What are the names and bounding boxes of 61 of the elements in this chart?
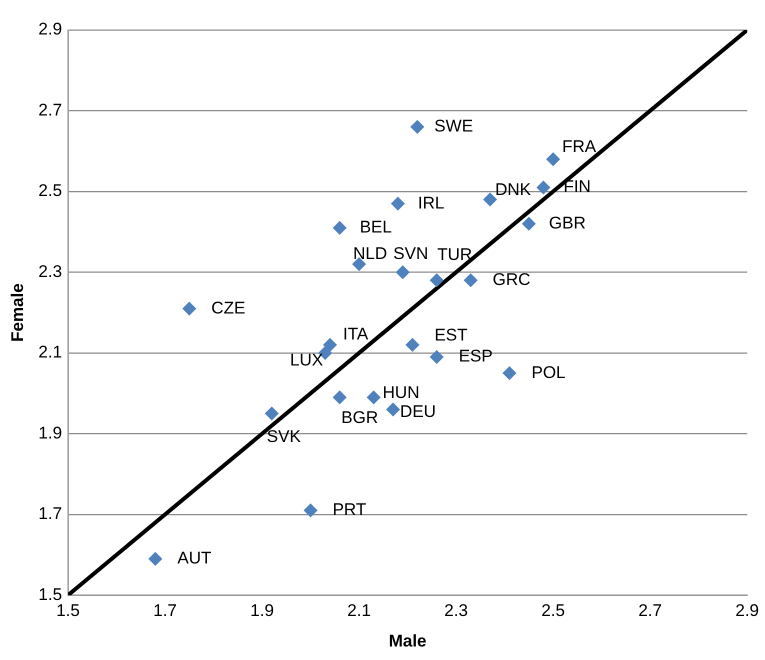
annotation: AUT <box>177 548 212 568</box>
annotation: BEL <box>360 218 392 237</box>
y-tick-label: 2.7 <box>38 100 62 120</box>
annotation: LUX <box>290 350 324 370</box>
point <box>430 350 444 364</box>
annotation: EST <box>434 326 468 345</box>
x-tick-label: 2.3 <box>444 601 468 620</box>
x-axis-title: Male <box>388 631 427 650</box>
y-tick-label: 2.3 <box>38 262 62 281</box>
x-tick-label: 2.9 <box>735 601 760 620</box>
y-tick-label: 1.5 <box>38 584 62 604</box>
annotation: DEU <box>400 402 436 422</box>
y-axis-title: Female <box>8 283 27 342</box>
annotation: SVN <box>393 244 428 263</box>
point <box>464 273 478 288</box>
point <box>410 120 424 134</box>
y-tick-label: 2.5 <box>38 181 62 200</box>
point <box>386 402 400 416</box>
annotation: TUR <box>437 244 472 264</box>
x-tick-label: 2.5 <box>541 601 565 620</box>
annotation: ITA <box>342 324 369 344</box>
annotation: DNK <box>495 180 532 200</box>
point <box>396 265 410 280</box>
point <box>332 390 347 404</box>
x-tick-label: 2.1 <box>347 601 371 620</box>
x-tick-label: 1.9 <box>250 601 274 620</box>
point <box>322 338 337 352</box>
annotation: NLD <box>353 244 388 263</box>
point <box>366 390 381 404</box>
y-tick-label: 2.9 <box>38 20 62 39</box>
annotation: IRL <box>418 193 444 212</box>
annotation: FRA <box>562 136 597 156</box>
point <box>483 192 498 207</box>
point <box>536 180 550 194</box>
point <box>182 302 196 316</box>
annotation: SWE <box>434 116 474 136</box>
annotation: BGR <box>341 408 378 428</box>
point <box>502 366 516 380</box>
point <box>405 338 420 352</box>
annotation: GRC <box>492 270 530 289</box>
point <box>546 152 560 166</box>
point <box>430 273 444 288</box>
y-tick-label: 2.1 <box>38 342 62 362</box>
annotation: HUN <box>382 383 420 402</box>
annotation: POL <box>531 362 566 382</box>
x-tick-label: 1.5 <box>56 601 80 620</box>
annotation: ESP <box>458 346 493 366</box>
y-tick-label: 1.9 <box>38 423 62 442</box>
annotation: PRT <box>332 500 366 520</box>
x-tick-label: 1.7 <box>153 601 177 620</box>
point <box>332 220 347 235</box>
x-tick-label: 2.7 <box>638 601 662 620</box>
point <box>304 503 318 518</box>
y-tick-label: 1.7 <box>38 504 62 524</box>
annotation: SVK <box>266 427 302 446</box>
point <box>148 552 162 566</box>
point <box>264 406 279 421</box>
annotation: CZE <box>211 298 246 318</box>
point <box>390 196 405 211</box>
annotation: GBR <box>548 213 586 232</box>
point <box>522 216 536 231</box>
